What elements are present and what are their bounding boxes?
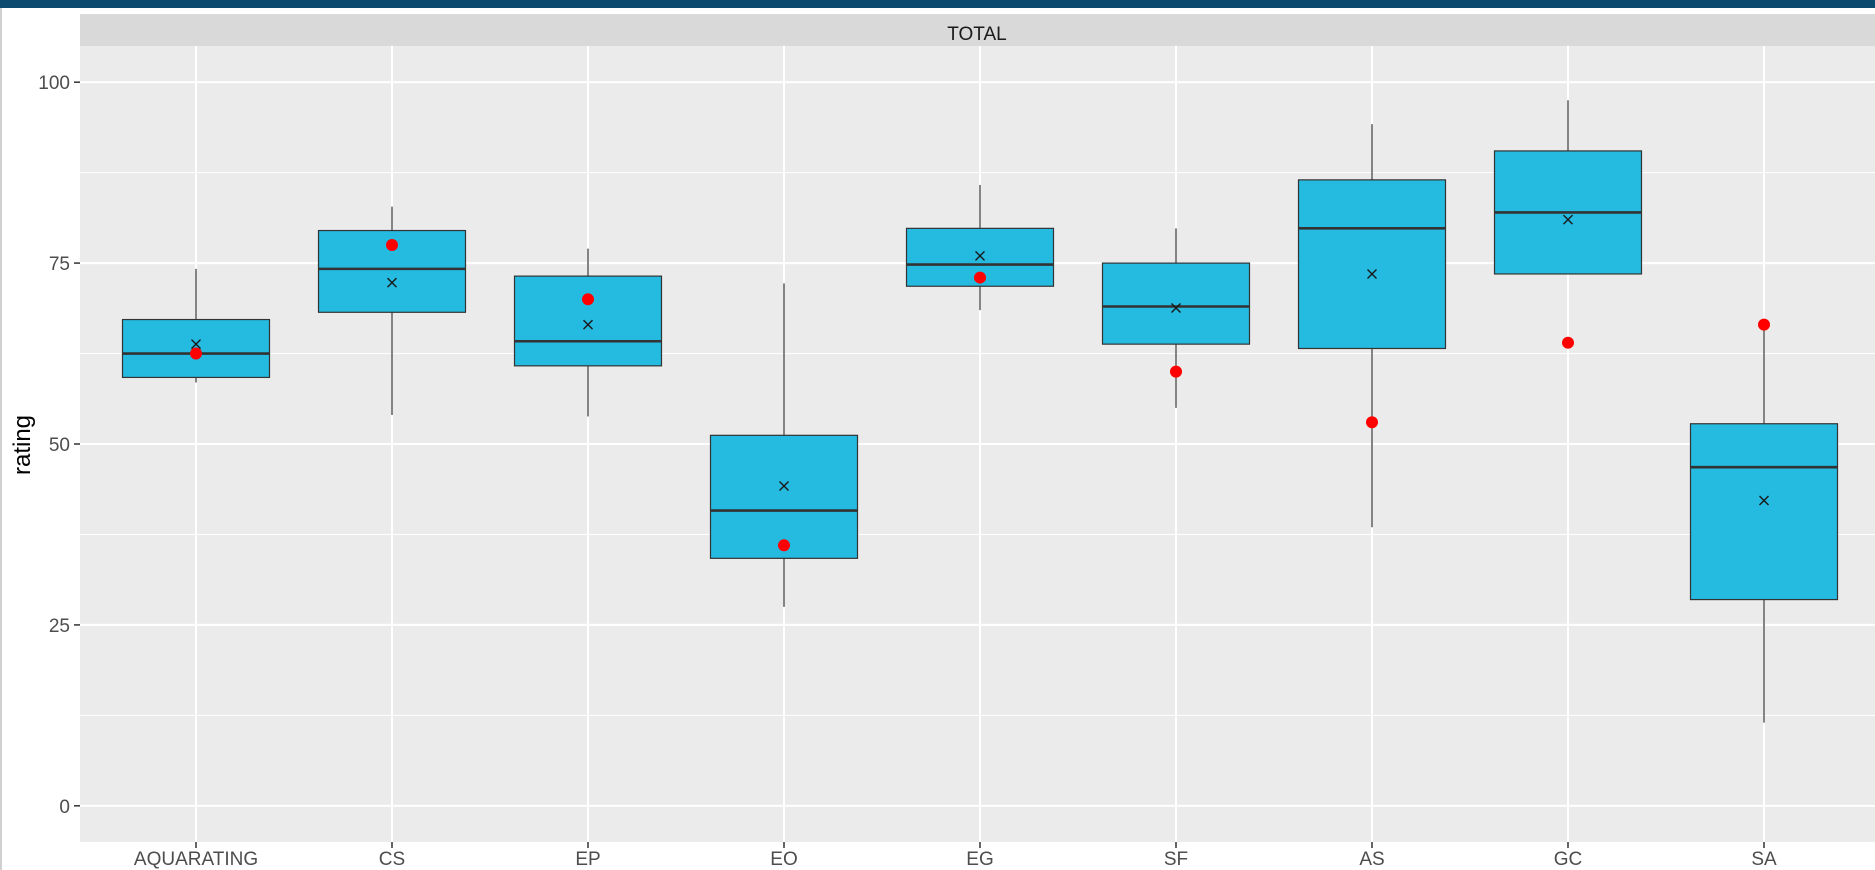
box-group (709, 283, 859, 607)
mean-marker (387, 277, 397, 288)
highlight-point (1562, 336, 1574, 349)
box-group (1689, 318, 1839, 723)
x-tick-label: GC (1554, 849, 1583, 870)
mean-marker (1367, 268, 1377, 279)
box (1101, 262, 1251, 345)
x-tick-label: AQUARATING (134, 849, 258, 870)
highlight-point (190, 347, 202, 360)
x-tick-label: CS (379, 849, 405, 870)
mean-marker (779, 480, 789, 491)
box-group (121, 268, 271, 383)
strip-background (80, 14, 1875, 46)
box-group (1297, 124, 1447, 528)
x-tick-label: SF (1164, 849, 1188, 870)
highlight-point (1758, 318, 1770, 331)
mean-marker (975, 250, 985, 261)
x-tick-label: SA (1751, 849, 1777, 870)
highlight-point (974, 271, 986, 284)
y-tick-label: 100 (38, 73, 70, 94)
x-tick-label: AS (1359, 849, 1384, 870)
panel-title: TOTAL (947, 24, 1006, 45)
highlight-point (386, 239, 398, 251)
y-tick-label: 0 (59, 797, 70, 818)
x-tick-label: EG (966, 849, 993, 870)
highlight-point (582, 293, 594, 306)
box (1297, 179, 1447, 350)
x-tick-label: EP (575, 849, 600, 870)
mean-marker (1563, 214, 1573, 225)
box-group (1493, 100, 1643, 349)
mean-marker (583, 319, 593, 330)
left-edge (0, 8, 2, 870)
mean-marker (1171, 302, 1181, 313)
highlight-point (1170, 365, 1182, 378)
highlight-point (1366, 416, 1378, 429)
y-tick-label: 50 (49, 435, 70, 456)
y-tick-label: 25 (49, 616, 70, 637)
y-axis: 0 25 50 75 100 (38, 73, 80, 818)
x-tick-label: EO (770, 849, 797, 870)
y-axis-title: rating (9, 415, 36, 475)
mean-marker (1759, 495, 1769, 506)
box (709, 434, 859, 559)
x-axis: AQUARATING CS EP EO EG SF AS GC SA (134, 842, 1777, 870)
mean-marker (191, 339, 201, 350)
box (513, 275, 663, 367)
box-group (1101, 228, 1251, 408)
highlight-point (778, 539, 790, 552)
box-group (905, 184, 1055, 311)
box (1689, 423, 1839, 601)
boxes (121, 100, 1839, 723)
y-tick-label: 75 (49, 254, 70, 275)
box-group (317, 206, 467, 416)
box-group (513, 248, 663, 417)
top-bar (0, 0, 1875, 8)
